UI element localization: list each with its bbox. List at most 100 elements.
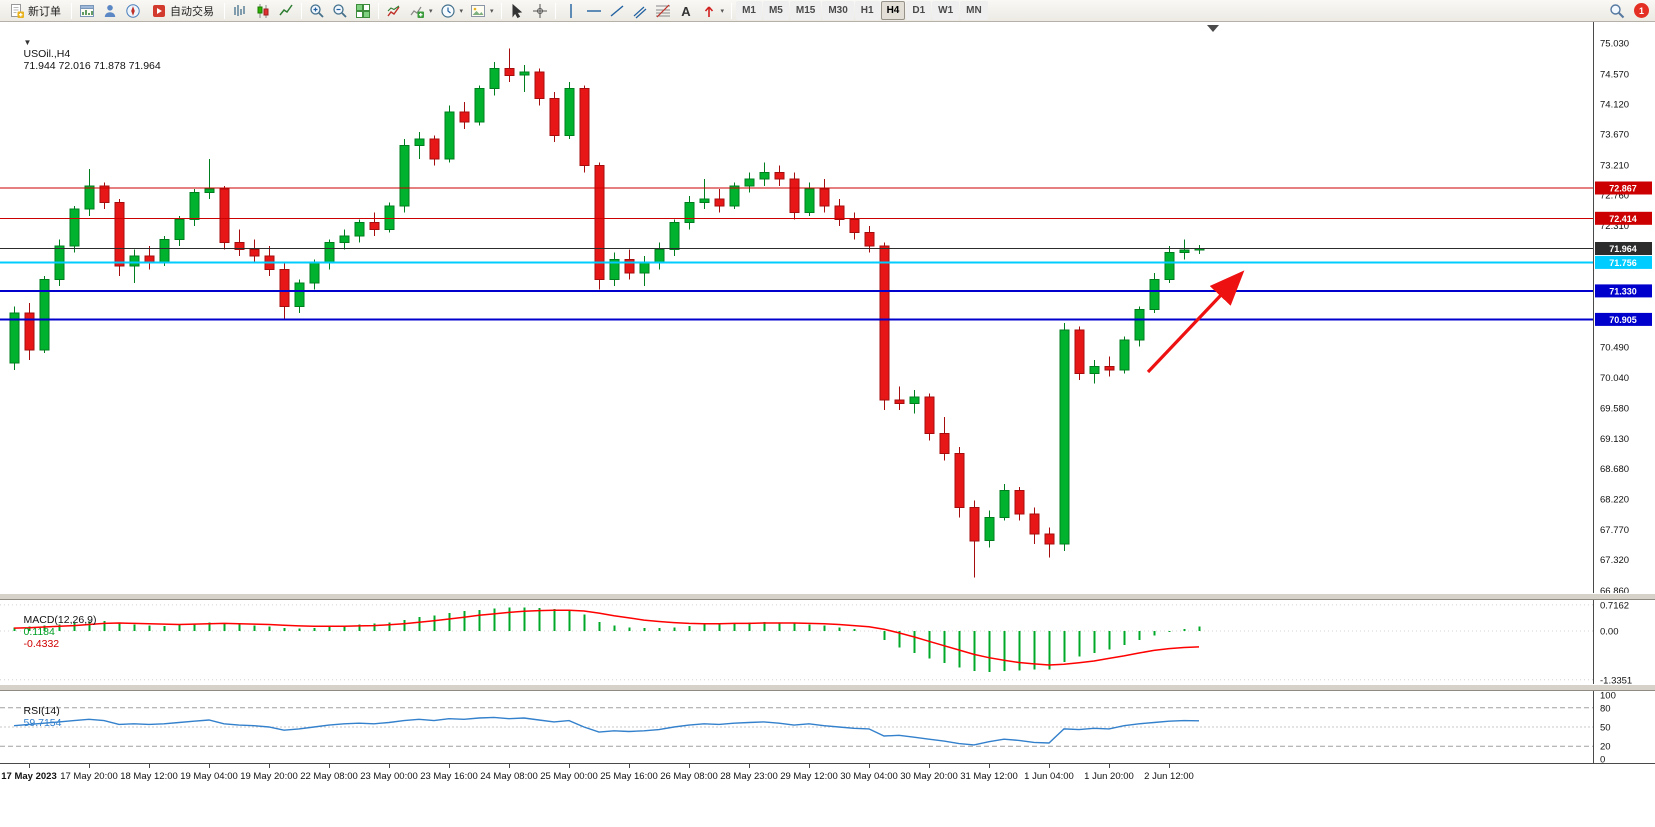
timeframe-m15-button[interactable]: M15 — [789, 1, 822, 20]
vline-button[interactable] — [560, 1, 582, 21]
candle-body — [864, 232, 875, 247]
rsi-panel: RSI(14) 59.7154 100 80 50 20 0 — [0, 691, 1655, 763]
indicators-button[interactable] — [383, 1, 405, 21]
svg-text:1 Jun 04:00: 1 Jun 04:00 — [1024, 771, 1074, 782]
candle-body — [429, 138, 440, 160]
autotrade-button[interactable]: 自动交易 — [145, 1, 220, 21]
line-mode-button[interactable] — [275, 1, 297, 21]
chart-menu-icon[interactable]: ▼ — [23, 38, 32, 47]
macd-value-main: 0.1184 — [23, 626, 55, 638]
svg-text:67.320: 67.320 — [1600, 555, 1629, 566]
time-axis-labels[interactable]: 17 May 2023 17 May 20:00 18 May 12:00 19 Ma… — [1, 764, 1194, 782]
macd-chart[interactable]: 0.7162 0.00 -1.3351 — [0, 600, 1655, 684]
time-axis[interactable]: 17 May 2023 17 May 20:00 18 May 12:00 19 Ma… — [0, 764, 1655, 788]
text-icon: A — [678, 3, 694, 19]
trend-arrow-annotation[interactable] — [1146, 270, 1245, 374]
candle-body — [594, 165, 605, 281]
candle-body — [654, 248, 665, 264]
search-button[interactable] — [1606, 1, 1628, 21]
timeframe-w1-button[interactable]: W1 — [932, 1, 960, 20]
candle-body — [414, 138, 425, 147]
candle-body — [504, 68, 515, 76]
add-indicator-button[interactable]: ▾ — [406, 1, 436, 21]
candle-body — [459, 111, 470, 123]
new-order-icon — [9, 3, 25, 19]
timeframe-d1-button[interactable]: D1 — [906, 1, 932, 20]
arrows-button[interactable]: ▾ — [698, 1, 728, 21]
candle-body — [1089, 366, 1100, 374]
channel-button[interactable] — [629, 1, 651, 21]
candle-body — [174, 218, 185, 240]
crosshair-button[interactable] — [529, 1, 551, 21]
fibonacci-button[interactable] — [652, 1, 674, 21]
zoom-in-button[interactable] — [306, 1, 328, 21]
svg-text:72.760: 72.760 — [1600, 191, 1629, 202]
candles-mode-button[interactable] — [252, 1, 274, 21]
svg-text:29 May 12:00: 29 May 12:00 — [780, 771, 838, 782]
add-indicator-icon — [409, 3, 425, 19]
svg-text:A: A — [681, 4, 691, 19]
main-chart[interactable]: 75.030 74.570 74.120 73.670 73.210 72.760 72.3… — [0, 22, 1655, 593]
arrows-icon — [701, 3, 717, 19]
panel-separator[interactable] — [0, 593, 1655, 600]
chart-shift-marker[interactable] — [1207, 25, 1219, 32]
timeframe-m5-button[interactable]: M5 — [762, 1, 789, 20]
candle-body — [684, 202, 695, 224]
svg-text:70.490: 70.490 — [1600, 343, 1629, 354]
trendline-button[interactable] — [606, 1, 628, 21]
candle-body — [774, 171, 785, 180]
candle-body — [294, 282, 305, 307]
macd-value-signal: -0.4332 — [23, 638, 60, 650]
svg-text:71.964: 71.964 — [1609, 244, 1637, 254]
periods-button[interactable]: ▾ — [437, 1, 467, 21]
panel-separator[interactable] — [0, 684, 1655, 691]
svg-text:18 May 12:00: 18 May 12:00 — [120, 771, 178, 782]
candle-body — [804, 188, 815, 214]
tile-windows-button[interactable] — [352, 1, 374, 21]
candle-body — [534, 71, 545, 100]
zoom-out-button[interactable] — [329, 1, 351, 21]
timeframe-h1-button[interactable]: H1 — [854, 1, 880, 20]
bars-mode-button[interactable] — [229, 1, 251, 21]
profiles-button[interactable] — [99, 1, 121, 21]
zoom-out-icon — [332, 3, 348, 19]
timeframe-m1-button[interactable]: M1 — [736, 1, 762, 20]
candle-body — [564, 88, 575, 136]
svg-text:19 May 04:00: 19 May 04:00 — [180, 771, 238, 782]
new-order-button[interactable]: 新订单 — [3, 1, 67, 21]
timeframe-m30-button[interactable]: M30 — [822, 1, 854, 20]
candle-body — [474, 88, 485, 123]
cursor-button[interactable] — [506, 1, 528, 21]
candle-body — [444, 111, 455, 160]
chevron-down-icon: ▾ — [429, 7, 433, 15]
time-axis-panel: 17 May 2023 17 May 20:00 18 May 12:00 19 Ma… — [0, 763, 1655, 788]
candle-body — [1074, 329, 1085, 374]
svg-text:22 May 08:00: 22 May 08:00 — [300, 771, 358, 782]
chart-window: ▼ USOil.,H4 71.944 72.016 71.878 71.964 … — [0, 22, 1655, 788]
price-flag: 72.414 — [1595, 211, 1652, 225]
candle-body — [834, 205, 845, 220]
svg-text:1 Jun 20:00: 1 Jun 20:00 — [1084, 771, 1134, 782]
templates-button[interactable]: ▾ — [467, 1, 497, 21]
hline-button[interactable] — [583, 1, 605, 21]
svg-text:17 May 20:00: 17 May 20:00 — [60, 771, 118, 782]
text-button[interactable]: A — [675, 1, 697, 21]
navigator-button[interactable] — [122, 1, 144, 21]
candle-body — [84, 185, 95, 210]
timeframe-mn-button[interactable]: MN — [960, 1, 988, 20]
candle-body — [1044, 533, 1055, 545]
notification-badge[interactable]: 1 — [1634, 3, 1649, 18]
vline-icon — [563, 3, 579, 19]
new-chart-button[interactable] — [76, 1, 98, 21]
candle-body — [309, 262, 320, 284]
timeframe-h4-button[interactable]: H4 — [880, 1, 906, 20]
svg-text:68.680: 68.680 — [1600, 464, 1629, 475]
price-axis[interactable]: 75.030 74.570 74.120 73.670 73.210 72.760 72.3… — [1600, 39, 1629, 593]
bars-mode-icon — [232, 3, 248, 19]
svg-text:100: 100 — [1600, 691, 1616, 702]
candle-body — [894, 399, 905, 404]
macd-axis[interactable]: 0.7162 0.00 -1.3351 — [1600, 600, 1632, 684]
channel-icon — [632, 3, 648, 19]
